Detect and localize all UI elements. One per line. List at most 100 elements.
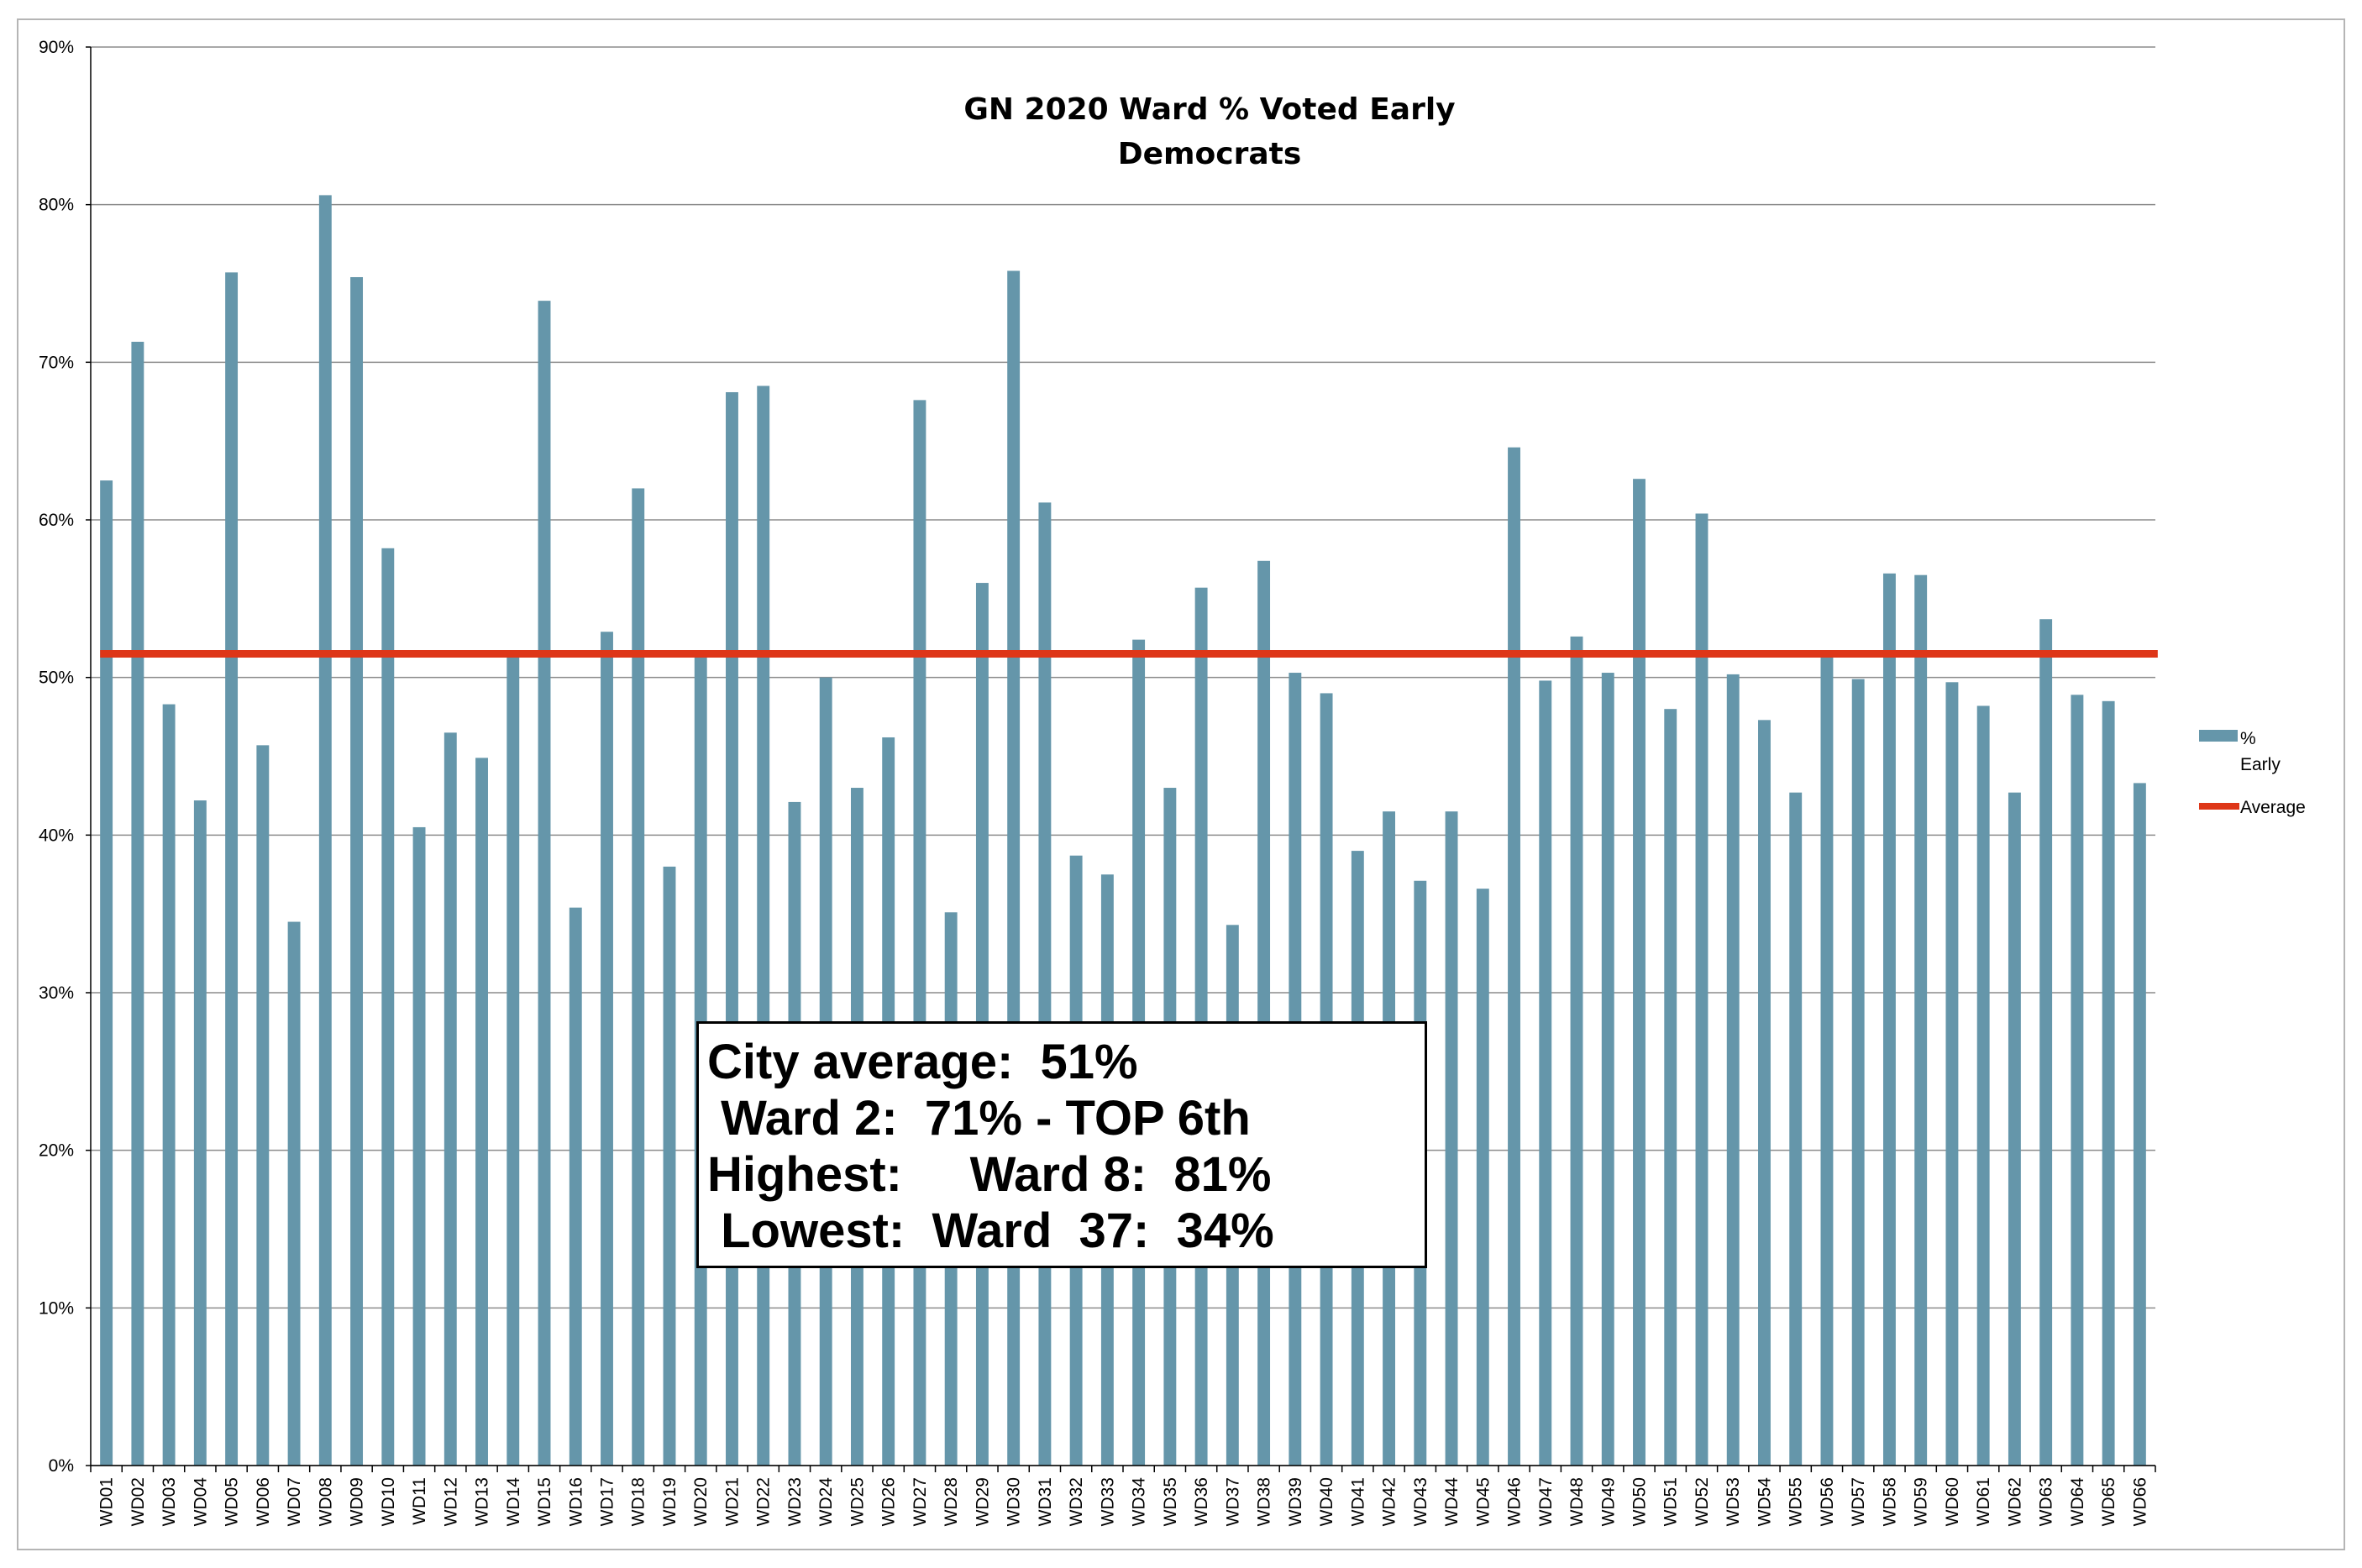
x-tick-label: WD21	[722, 1477, 742, 1526]
bars	[100, 195, 2146, 1466]
bar-wd65	[2102, 700, 2115, 1466]
bar-wd22	[757, 385, 770, 1466]
bar-wd08	[318, 195, 332, 1466]
bar-wd45	[1476, 889, 1489, 1466]
bar-wd49	[1601, 673, 1614, 1466]
x-tick-label: WD15	[535, 1477, 554, 1526]
bar-wd15	[538, 301, 551, 1466]
x-tick-label: WD18	[629, 1477, 648, 1526]
bar-wd54	[1758, 720, 1771, 1466]
x-tick-label: WD20	[691, 1477, 711, 1526]
bar-wd58	[1882, 573, 1896, 1466]
x-tick-label: WD46	[1505, 1477, 1525, 1526]
y-tick-label: 50%	[39, 669, 74, 688]
x-tick-label: WD49	[1598, 1477, 1618, 1526]
x-tick-label: WD45	[1473, 1477, 1493, 1526]
x-tick-label: WD14	[504, 1477, 523, 1527]
x-tick-label: WD59	[1912, 1477, 1931, 1526]
bar-wd61	[1976, 705, 1990, 1466]
x-tick-label: WD39	[1286, 1477, 1305, 1526]
x-tick-label: WD24	[816, 1477, 836, 1527]
x-tick-label: WD02	[129, 1477, 148, 1526]
bar-wd52	[1695, 513, 1709, 1466]
chart-title: GN 2020 Ward % Voted Early	[963, 92, 1455, 127]
x-tick-label: WD50	[1630, 1477, 1650, 1526]
legend-label-early-line1: %	[2240, 729, 2256, 748]
x-tick-label: WD10	[379, 1477, 398, 1526]
bar-wd66	[2133, 783, 2146, 1466]
annotation-box: City average: 51% Ward 2: 71% - TOP 6th …	[696, 1021, 1427, 1268]
bar-wd38	[1257, 560, 1271, 1466]
bar-wd46	[1508, 447, 1520, 1466]
bar-wd59	[1914, 574, 1928, 1466]
x-tick-label: WD17	[598, 1477, 617, 1526]
y-tick-label: 10%	[39, 1298, 74, 1318]
x-tick-label: WD05	[223, 1477, 242, 1526]
annotation-line-city-average: City average: 51%	[707, 1035, 1138, 1089]
bar-wd01	[100, 480, 113, 1466]
x-tick-label: WD12	[441, 1477, 460, 1526]
x-tick-label: WD42	[1380, 1477, 1399, 1526]
x-tick-label: WD43	[1411, 1477, 1430, 1526]
y-tick-label: 70%	[39, 353, 74, 372]
annotation-line-lowest: Lowest: Ward 37: 34%	[707, 1204, 1274, 1258]
x-tick-label: WD13	[473, 1477, 492, 1526]
x-tick-label: WD19	[660, 1477, 680, 1526]
annotation-line-ward-2: Ward 2: 71% - TOP 6th	[707, 1091, 1251, 1146]
x-tick-label: WD22	[754, 1477, 774, 1526]
bar-wd18	[632, 488, 645, 1466]
x-tick-label: WD01	[97, 1477, 117, 1526]
y-tick-label: 80%	[39, 196, 74, 215]
bar-wd53	[1726, 674, 1740, 1466]
x-tick-label: WD63	[2037, 1477, 2056, 1526]
x-tick-label: WD26	[879, 1477, 899, 1526]
x-tick-label: WD33	[1098, 1477, 1117, 1526]
y-tick-label: 60%	[39, 511, 74, 530]
x-tick-label: WD61	[1974, 1477, 1993, 1526]
bar-wd10	[381, 548, 395, 1466]
x-tick-label: WD08	[316, 1477, 335, 1526]
x-tick-label: WD47	[1536, 1477, 1556, 1526]
x-tick-label: WD28	[942, 1477, 961, 1526]
bar-wd13	[475, 758, 488, 1466]
bar-wd27	[913, 400, 926, 1466]
bar-wd63	[2039, 619, 2053, 1466]
y-tick-label: 40%	[39, 826, 74, 845]
y-tick-label: 0%	[49, 1456, 74, 1476]
x-tick-label: WD52	[1693, 1477, 1712, 1526]
bar-wd02	[131, 341, 144, 1466]
x-tick-label: WD38	[1255, 1477, 1274, 1526]
x-tick-label: WD66	[2130, 1477, 2149, 1526]
bar-wd48	[1570, 636, 1583, 1466]
bar-wd11	[412, 826, 426, 1466]
x-tick-label: WD29	[973, 1477, 992, 1526]
bar-wd44	[1445, 811, 1458, 1466]
bar-wd04	[193, 800, 207, 1466]
bar-wd50	[1633, 479, 1646, 1466]
x-tick-label: WD27	[911, 1477, 930, 1526]
x-tick-label: WD54	[1755, 1477, 1774, 1527]
x-tick-label: WD07	[285, 1477, 304, 1526]
bar-wd51	[1664, 709, 1677, 1466]
y-axis: 0% 10% 20% 30% 40% 50% 60% 70% 80% 90%	[39, 38, 92, 1476]
x-tick-label: WD25	[848, 1477, 867, 1526]
x-tick-label: WD35	[1161, 1477, 1180, 1526]
bar-wd62	[2008, 792, 2021, 1466]
bar-wd47	[1539, 680, 1552, 1466]
bar-wd03	[162, 704, 176, 1466]
bar-wd12	[444, 732, 457, 1466]
bar-wd30	[1007, 270, 1021, 1466]
x-tick-label: WD55	[1787, 1477, 1806, 1526]
x-tick-label: WD04	[191, 1477, 210, 1527]
x-tick-label: WD37	[1223, 1477, 1242, 1526]
bar-wd17	[601, 632, 613, 1466]
y-tick-label: 20%	[39, 1141, 74, 1161]
x-tick-label: WD40	[1317, 1477, 1336, 1526]
x-tick-label: WD36	[1192, 1477, 1211, 1526]
x-tick-label: WD23	[785, 1477, 805, 1526]
bar-wd06	[256, 745, 270, 1466]
x-tick-label: WD58	[1880, 1477, 1899, 1526]
bar-wd05	[225, 272, 239, 1466]
x-tick-label: WD30	[1005, 1477, 1024, 1526]
